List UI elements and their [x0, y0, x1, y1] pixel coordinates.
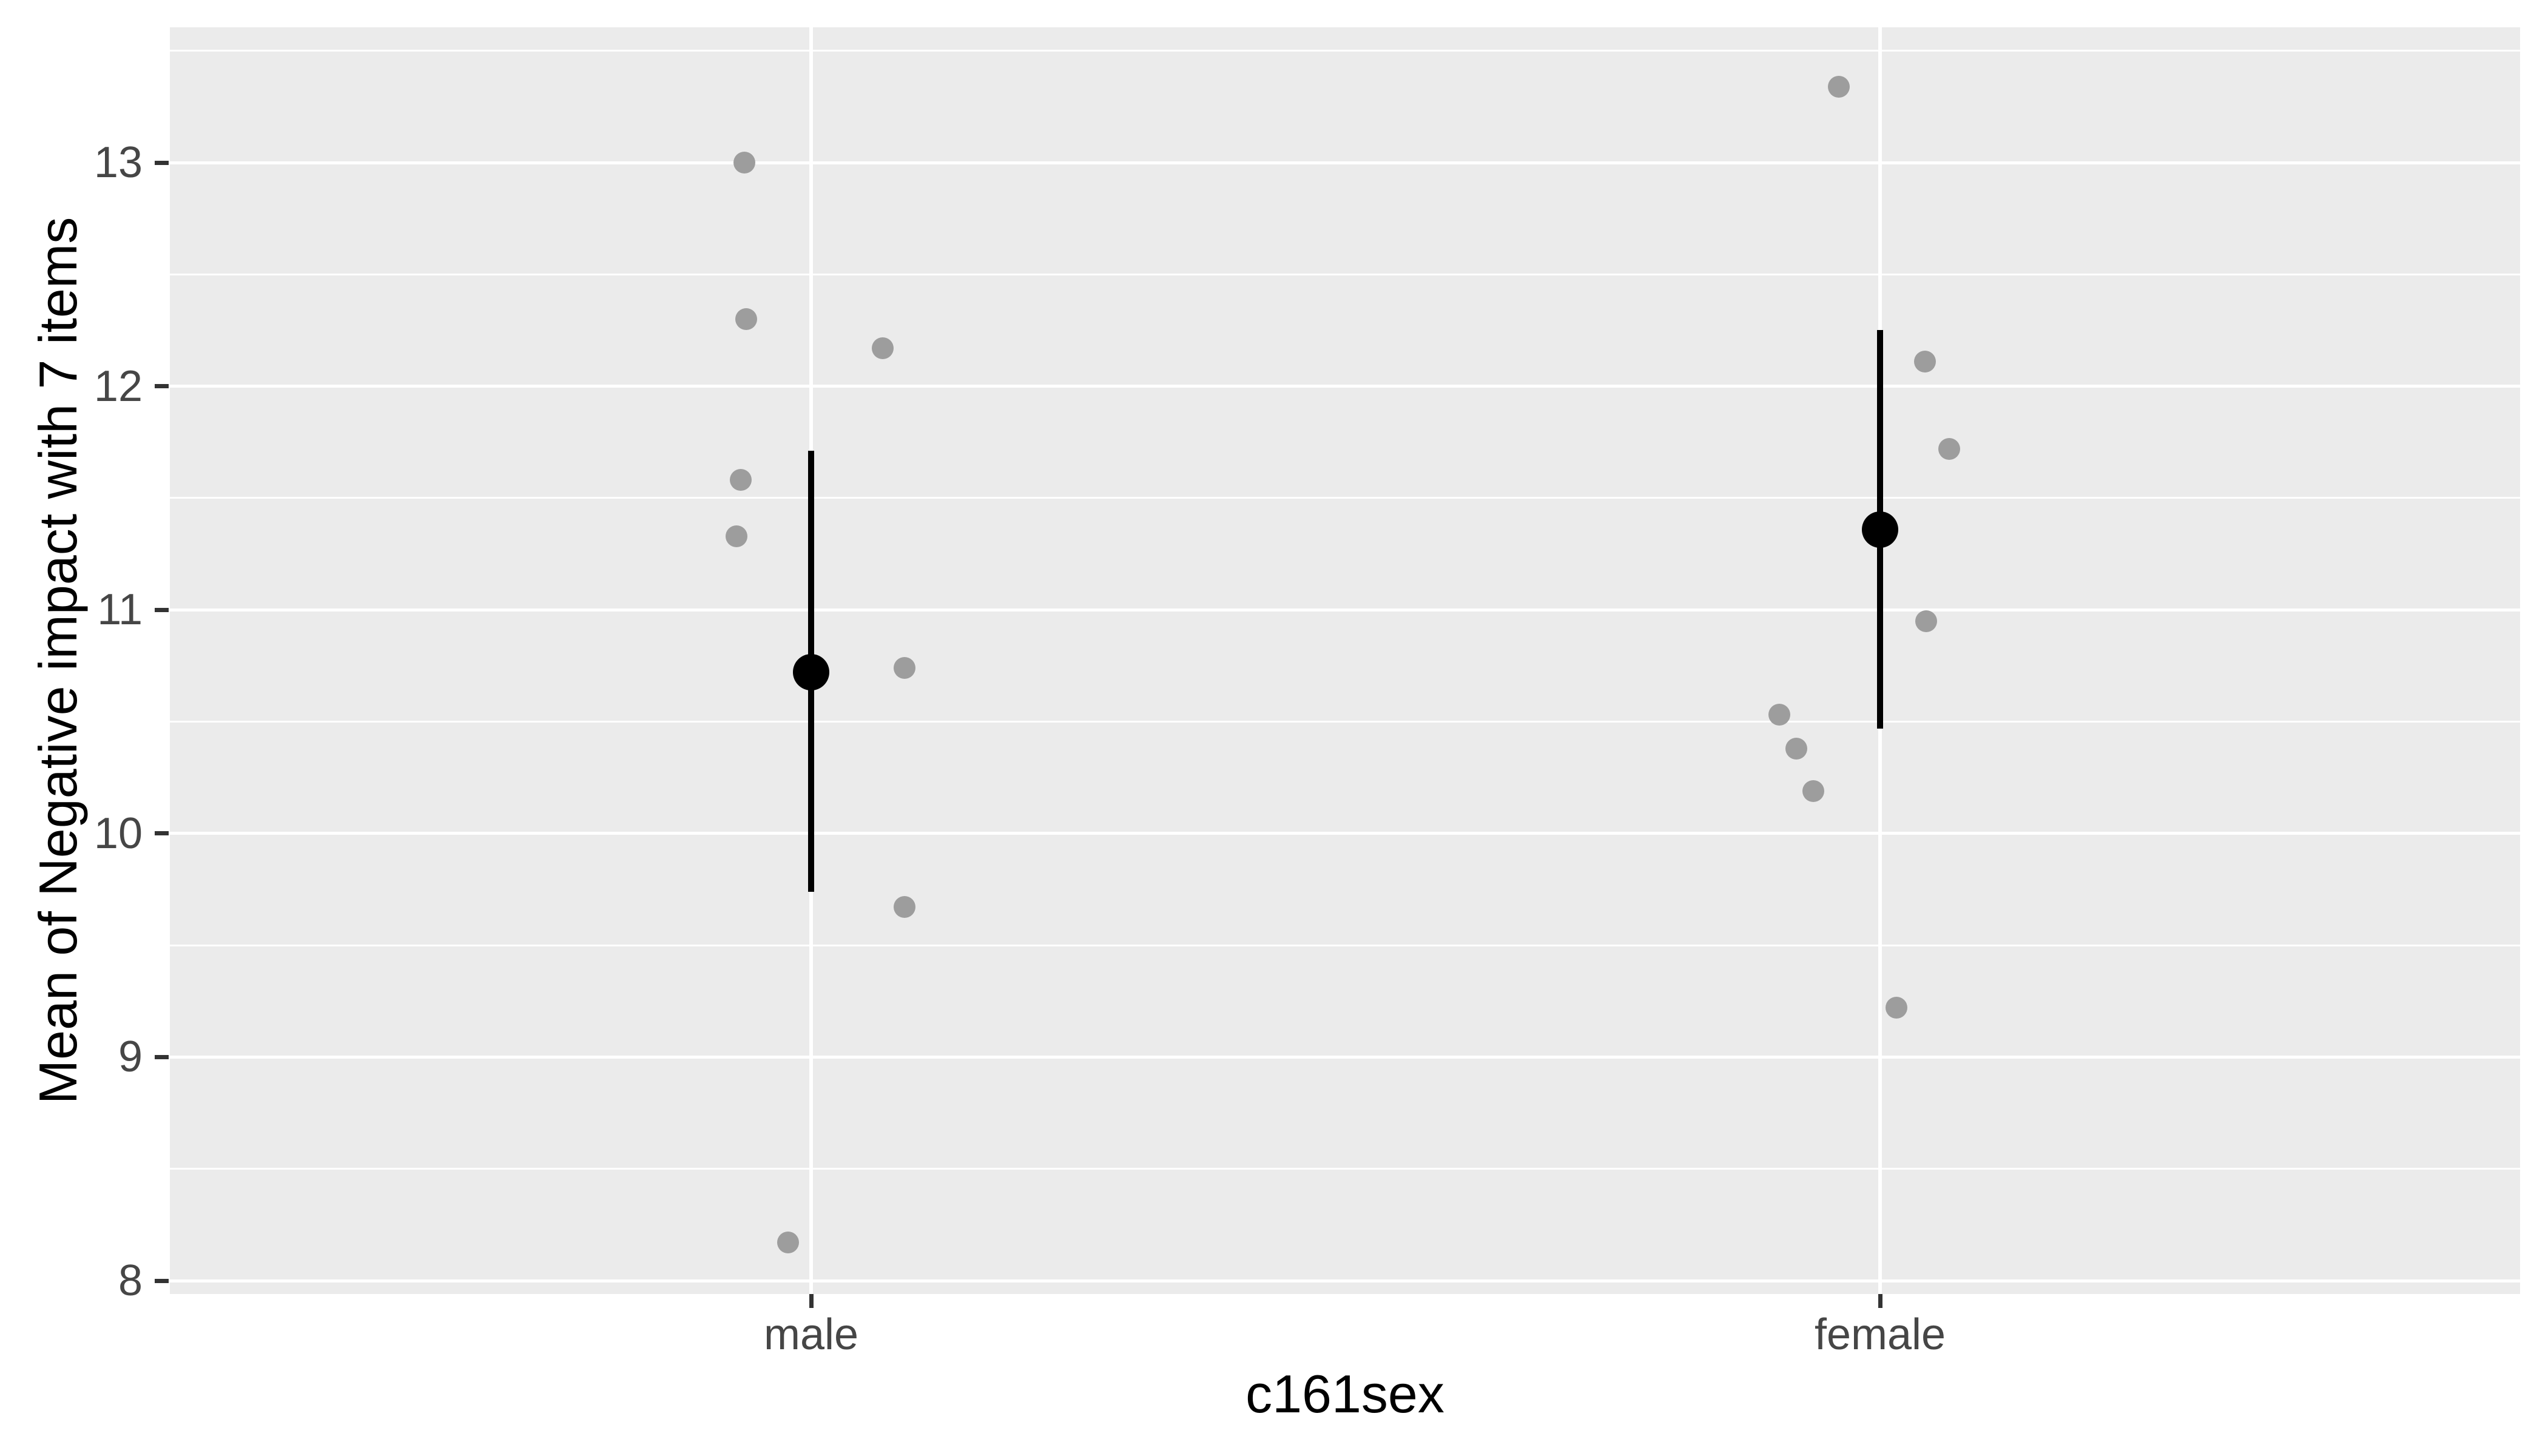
y-tick-mark [155, 1278, 169, 1283]
x-tick-mark [1878, 1294, 1882, 1308]
y-tick-label: 13 [93, 138, 143, 187]
data-point [1802, 780, 1824, 802]
data-point [1938, 437, 1960, 460]
data-point [733, 152, 755, 174]
data-point [894, 657, 915, 679]
mean-point [793, 654, 829, 691]
y-tick-label: 10 [93, 809, 143, 858]
data-point [1914, 351, 1936, 373]
data-point [726, 525, 747, 547]
x-tick-label: female [1814, 1310, 1946, 1359]
minor-gridline [170, 944, 2520, 946]
data-point [730, 469, 752, 491]
data-point [735, 308, 757, 331]
y-tick-label: 11 [97, 585, 143, 635]
y-tick-label: 12 [93, 362, 143, 411]
y-tick-mark [155, 160, 169, 165]
major-gridline [170, 161, 2520, 164]
major-gridline [170, 385, 2520, 388]
y-tick-mark [155, 831, 169, 836]
minor-gridline [170, 273, 2520, 275]
major-gridline [170, 832, 2520, 835]
major-gridline [170, 1055, 2520, 1059]
data-point [1886, 997, 1907, 1019]
minor-gridline [170, 1168, 2520, 1170]
plot-panel [170, 27, 2520, 1294]
minor-gridline [170, 721, 2520, 723]
x-tick-label: male [763, 1310, 859, 1359]
data-point [894, 896, 915, 918]
minor-gridline [170, 50, 2520, 52]
y-axis-title: Mean of Negative impact with 7 items [28, 217, 88, 1105]
major-gridline [170, 608, 2520, 612]
data-point [1915, 610, 1937, 632]
major-gridline [170, 1279, 2520, 1282]
y-tick-label: 9 [118, 1033, 143, 1082]
mean-point [1862, 511, 1898, 548]
y-tick-mark [155, 607, 169, 612]
x-tick-mark [809, 1294, 814, 1308]
y-tick-mark [155, 384, 169, 389]
y-tick-mark [155, 1054, 169, 1059]
data-point [777, 1232, 799, 1254]
y-tick-label: 8 [118, 1256, 143, 1305]
minor-gridline [170, 497, 2520, 499]
x-axis-title: c161sex [1245, 1364, 1444, 1424]
data-point [1768, 704, 1790, 726]
data-point [1785, 737, 1807, 760]
data-point [1828, 75, 1850, 98]
data-point [872, 337, 894, 359]
